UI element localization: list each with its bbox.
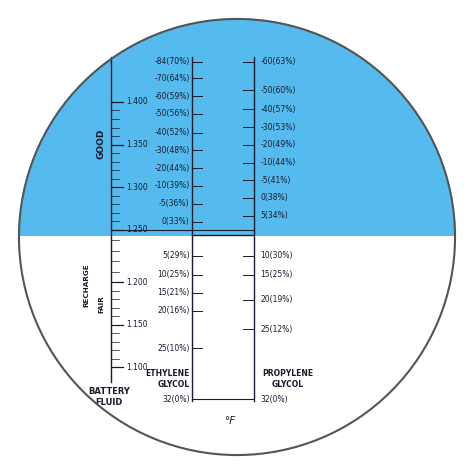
Text: 32(0%): 32(0%) [162, 395, 190, 403]
Text: -40(57%): -40(57%) [261, 105, 296, 113]
Text: -60(63%): -60(63%) [261, 57, 296, 66]
Text: BATTERY: BATTERY [88, 387, 130, 395]
Text: 25(12%): 25(12%) [261, 325, 293, 334]
Text: -40(52%): -40(52%) [155, 128, 190, 137]
Text: -10(44%): -10(44%) [261, 158, 296, 167]
Text: 5(34%): 5(34%) [261, 211, 289, 220]
Text: -5(41%): -5(41%) [261, 176, 291, 184]
Text: 32(0%): 32(0%) [261, 395, 288, 403]
Text: -30(53%): -30(53%) [261, 123, 296, 131]
Text: FAIR: FAIR [98, 296, 104, 313]
Text: -5(36%): -5(36%) [159, 200, 190, 208]
Text: GLYCOL: GLYCOL [157, 381, 190, 389]
Text: PROPYLENE: PROPYLENE [262, 369, 313, 377]
Text: GLYCOL: GLYCOL [272, 381, 304, 389]
Text: -70(64%): -70(64%) [154, 74, 190, 82]
Text: 0(38%): 0(38%) [261, 193, 288, 202]
Text: 1.400: 1.400 [127, 98, 148, 106]
Text: FLUID: FLUID [95, 399, 123, 407]
Text: 1.250: 1.250 [127, 226, 148, 234]
Text: 10(30%): 10(30%) [261, 252, 293, 260]
Text: 20(16%): 20(16%) [157, 307, 190, 315]
Circle shape [19, 19, 455, 455]
Text: -30(48%): -30(48%) [155, 146, 190, 155]
Text: ETHYLENE: ETHYLENE [145, 369, 190, 377]
Text: 25(10%): 25(10%) [157, 344, 190, 353]
Text: GOOD: GOOD [97, 128, 105, 159]
Text: -84(70%): -84(70%) [155, 57, 190, 66]
Text: °F: °F [224, 416, 236, 426]
Text: 1.300: 1.300 [127, 183, 148, 191]
Text: 20(19%): 20(19%) [261, 295, 293, 304]
Text: 1.350: 1.350 [127, 140, 148, 149]
Text: 1.200: 1.200 [127, 278, 148, 286]
Text: -20(44%): -20(44%) [155, 164, 190, 173]
Text: 15(21%): 15(21%) [157, 289, 190, 297]
Text: -20(49%): -20(49%) [261, 140, 296, 149]
Text: -50(56%): -50(56%) [154, 109, 190, 118]
Text: -50(60%): -50(60%) [261, 86, 296, 94]
Polygon shape [19, 19, 455, 235]
Text: RECHARGE: RECHARGE [84, 264, 90, 308]
Text: 0(33%): 0(33%) [162, 218, 190, 226]
Text: 15(25%): 15(25%) [261, 271, 293, 279]
Text: 1.100: 1.100 [127, 363, 148, 372]
Text: 5(29%): 5(29%) [162, 252, 190, 260]
Text: 1.150: 1.150 [127, 320, 148, 329]
Text: -10(39%): -10(39%) [155, 182, 190, 190]
Text: -60(59%): -60(59%) [154, 92, 190, 100]
Text: 10(25%): 10(25%) [157, 271, 190, 279]
